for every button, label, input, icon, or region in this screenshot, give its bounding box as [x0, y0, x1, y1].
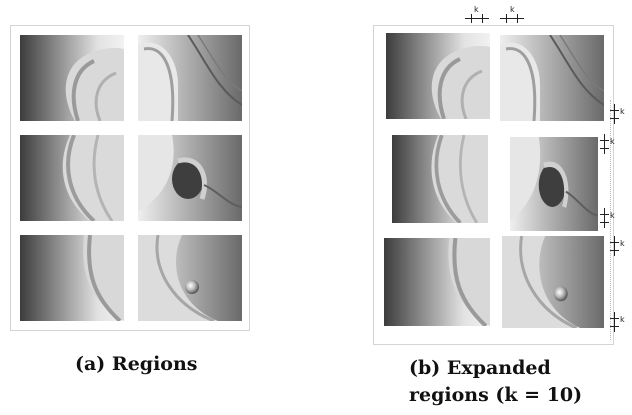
- k-label-right-3: k: [610, 211, 615, 220]
- k-marker-right-5: [614, 312, 615, 332]
- k-marker-right-1: [614, 104, 615, 124]
- ear-tile-b-mid-left: [392, 135, 488, 223]
- ear-tile-a-mid-left: [20, 135, 124, 221]
- k-label-right-4: k: [620, 239, 625, 248]
- k-tick: [600, 140, 609, 141]
- k-marker-right-2: [604, 134, 605, 154]
- k-label-right-5: k: [620, 315, 625, 324]
- k-marker-right-4: [614, 236, 615, 256]
- ear-tile-b-top-right: [500, 35, 604, 121]
- k-tick: [482, 14, 483, 23]
- k-label-top-1: k: [474, 5, 479, 14]
- k-tick: [506, 14, 507, 23]
- ear-tile-a-mid-right: [138, 135, 242, 221]
- ear-tile-a-top-left: [20, 35, 124, 121]
- earring-stud-b: [553, 286, 568, 302]
- k-tick: [610, 326, 619, 327]
- ear-tile-b-top-left: [386, 33, 490, 119]
- ear-tile-a-bottom-left: [20, 235, 124, 321]
- caption-expanded-line2: regions (k = 10): [409, 384, 583, 406]
- k-label-top-2: k: [510, 5, 515, 14]
- k-marker-top-2: [500, 18, 524, 19]
- ear-tile-b-bottom-left: [384, 238, 490, 326]
- k-tick: [471, 14, 472, 23]
- k-marker-right-3: [604, 208, 605, 228]
- ear-tile-b-bottom-right: [502, 236, 604, 328]
- k-marker-top-1: [465, 18, 489, 19]
- caption-regions: (a) Regions: [75, 353, 198, 375]
- k-tick: [600, 148, 609, 149]
- guide-line: [610, 100, 611, 340]
- caption-expanded-line1: (b) Expanded: [409, 357, 551, 379]
- k-tick: [610, 118, 619, 119]
- k-tick: [610, 110, 619, 111]
- ear-tile-b-mid-right: [510, 137, 598, 231]
- earring-stud-a: [185, 280, 199, 294]
- k-tick: [600, 222, 609, 223]
- k-tick: [517, 14, 518, 23]
- k-tick: [610, 250, 619, 251]
- k-label-right-2: k: [610, 137, 615, 146]
- k-tick: [600, 214, 609, 215]
- k-label-right-1: k: [620, 107, 625, 116]
- ear-tile-a-bottom-right: [138, 235, 242, 321]
- k-tick: [610, 318, 619, 319]
- k-tick: [610, 242, 619, 243]
- ear-tile-a-top-right: [138, 35, 242, 121]
